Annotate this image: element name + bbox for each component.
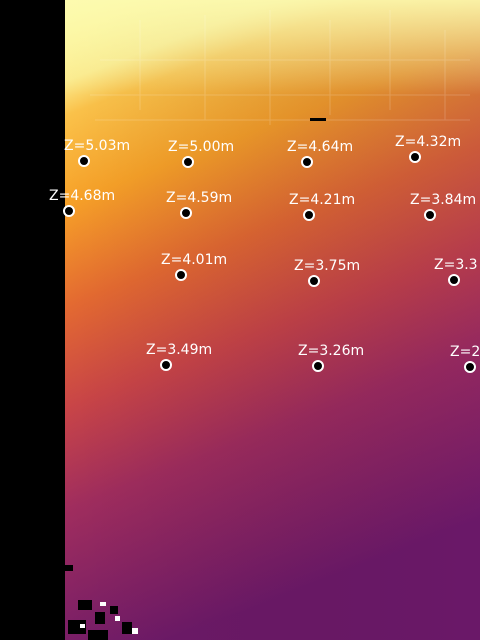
ceiling-glow	[65, 0, 480, 95]
depth-marker-dot	[409, 151, 421, 163]
depth-marker-label: Z=3.26m	[298, 343, 365, 359]
depth-marker-label: Z=5.00m	[168, 139, 235, 155]
invalid-depth-region-left	[0, 0, 65, 640]
depth-marker-label: Z=4.01m	[161, 252, 228, 268]
depth-marker-dot	[301, 156, 313, 168]
depth-marker-label: Z=2	[450, 344, 480, 360]
depth-marker-dot	[160, 359, 172, 371]
depth-marker-label: Z=4.21m	[289, 192, 356, 208]
depth-marker-dot	[175, 269, 187, 281]
depth-marker-dot	[78, 155, 90, 167]
depth-marker-label: Z=3.49m	[146, 342, 213, 358]
depth-marker-label: Z=4.68m	[49, 188, 116, 204]
depth-field-shading	[65, 0, 480, 640]
depth-marker-dot	[448, 274, 460, 286]
depth-marker-label: Z=3.75m	[294, 258, 361, 274]
depth-marker-dot	[464, 361, 476, 373]
invalid-depth-specks	[65, 118, 326, 640]
depth-marker-label: Z=5.03m	[64, 138, 131, 154]
depth-marker-label: Z=3.3	[434, 257, 478, 273]
depth-marker-label: Z=4.59m	[166, 190, 233, 206]
invalid-depth-specks-white	[80, 602, 138, 634]
depth-marker-label: Z=3.84m	[410, 192, 477, 208]
depth-marker-dot	[180, 207, 192, 219]
depth-marker-dot	[182, 156, 194, 168]
depth-texture-streaks	[90, 10, 470, 125]
depth-marker-dot	[63, 205, 75, 217]
depth-marker-dot	[312, 360, 324, 372]
depth-marker-label: Z=4.32m	[395, 134, 462, 150]
depth-marker-label: Z=4.64m	[287, 139, 354, 155]
depth-marker-dot	[303, 209, 315, 221]
depth-marker-dot	[308, 275, 320, 287]
depth-marker-dot	[424, 209, 436, 221]
